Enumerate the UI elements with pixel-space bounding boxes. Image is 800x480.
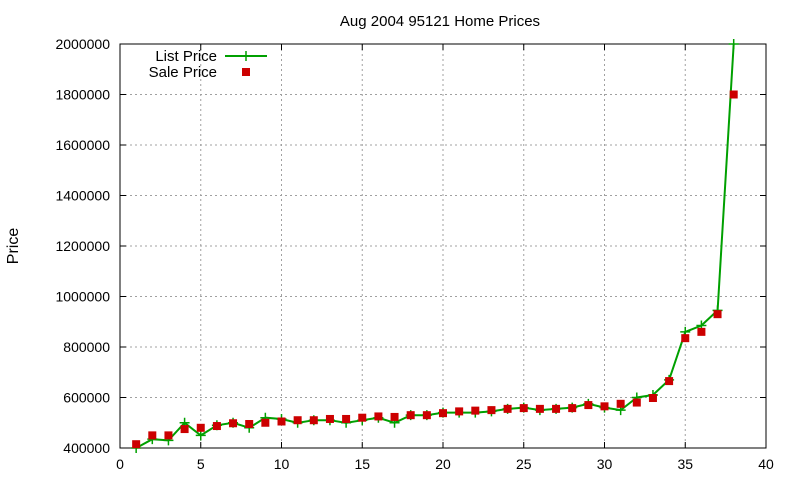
legend-label-list-price: List Price xyxy=(155,48,217,65)
sale-price-point xyxy=(729,90,738,99)
y-tick-label: 400000 xyxy=(63,440,110,456)
list-price-point xyxy=(195,430,206,441)
series xyxy=(131,39,739,453)
sale-price-point xyxy=(487,406,496,415)
legend-label-sale-price: Sale Price xyxy=(149,64,217,81)
sale-price-point xyxy=(180,425,189,434)
sale-price-point xyxy=(665,377,674,386)
x-tick-label: 5 xyxy=(197,456,205,472)
sale-price-point xyxy=(471,406,480,415)
sale-price-point xyxy=(455,407,464,416)
sale-price-point xyxy=(697,327,706,336)
sale-price-point xyxy=(648,394,657,403)
sale-price-point xyxy=(503,404,512,413)
sale-price-point xyxy=(229,419,238,428)
sale-price-point xyxy=(600,402,609,411)
sale-price-point xyxy=(261,418,270,427)
x-tick-label: 25 xyxy=(516,456,532,472)
x-tick-label: 10 xyxy=(274,456,290,472)
sale-price-point xyxy=(148,431,157,440)
sale-price-point xyxy=(293,416,302,425)
sale-price-point xyxy=(713,310,722,319)
axis-ticks: 0 5 10 15 20 25 30 35 40 400000 600000 800000 100000… xyxy=(55,36,774,472)
y-axis-label: Price xyxy=(5,228,22,265)
sale-price-point xyxy=(277,417,286,426)
sale-price-point xyxy=(390,412,399,421)
sale-price-point xyxy=(568,404,577,413)
y-tick-label: 2000000 xyxy=(55,36,110,52)
x-tick-label: 15 xyxy=(354,456,370,472)
sale-price-point xyxy=(535,404,544,413)
x-tick-label: 35 xyxy=(677,456,693,472)
legend-marker-list-price xyxy=(241,51,251,61)
sale-price-point xyxy=(519,404,528,413)
sale-price-point xyxy=(632,398,641,407)
sale-price-point xyxy=(616,399,625,408)
y-tick-label: 800000 xyxy=(63,339,110,355)
sale-price-point xyxy=(681,334,690,343)
x-tick-label: 20 xyxy=(435,456,451,472)
y-tick-label: 1400000 xyxy=(55,188,110,204)
x-tick-label: 0 xyxy=(116,456,124,472)
sale-price-point xyxy=(439,409,447,418)
legend-marker-sale-price xyxy=(242,68,250,76)
sale-price-point xyxy=(422,411,431,420)
sale-price-point xyxy=(212,422,221,431)
sale-price-point xyxy=(132,440,141,449)
y-tick-label: 1600000 xyxy=(55,137,110,153)
sale-price-point xyxy=(309,416,318,425)
sale-price-point xyxy=(584,401,593,410)
list-price-point xyxy=(728,39,739,49)
y-tick-label: 600000 xyxy=(63,390,110,406)
sale-price-point xyxy=(164,431,173,440)
sale-price-point xyxy=(342,414,351,423)
sale-price-point xyxy=(196,423,205,432)
sale-price-point xyxy=(358,413,367,422)
legend: List Price Sale Price xyxy=(149,48,267,81)
y-tick-label: 1800000 xyxy=(55,87,110,103)
sale-price-point xyxy=(374,412,383,421)
sale-price-point xyxy=(552,404,561,413)
plot-frame xyxy=(119,43,767,449)
sale-price-point xyxy=(245,420,254,429)
y-tick-label: 1200000 xyxy=(55,238,110,254)
y-tick-label: 1000000 xyxy=(55,289,110,305)
sale-price-point xyxy=(325,414,334,423)
sale-price-point xyxy=(406,411,415,420)
grid xyxy=(120,44,766,448)
x-tick-label: 40 xyxy=(758,456,774,472)
chart-title: Aug 2004 95121 Home Prices xyxy=(340,13,540,30)
x-tick-label: 30 xyxy=(597,456,613,472)
